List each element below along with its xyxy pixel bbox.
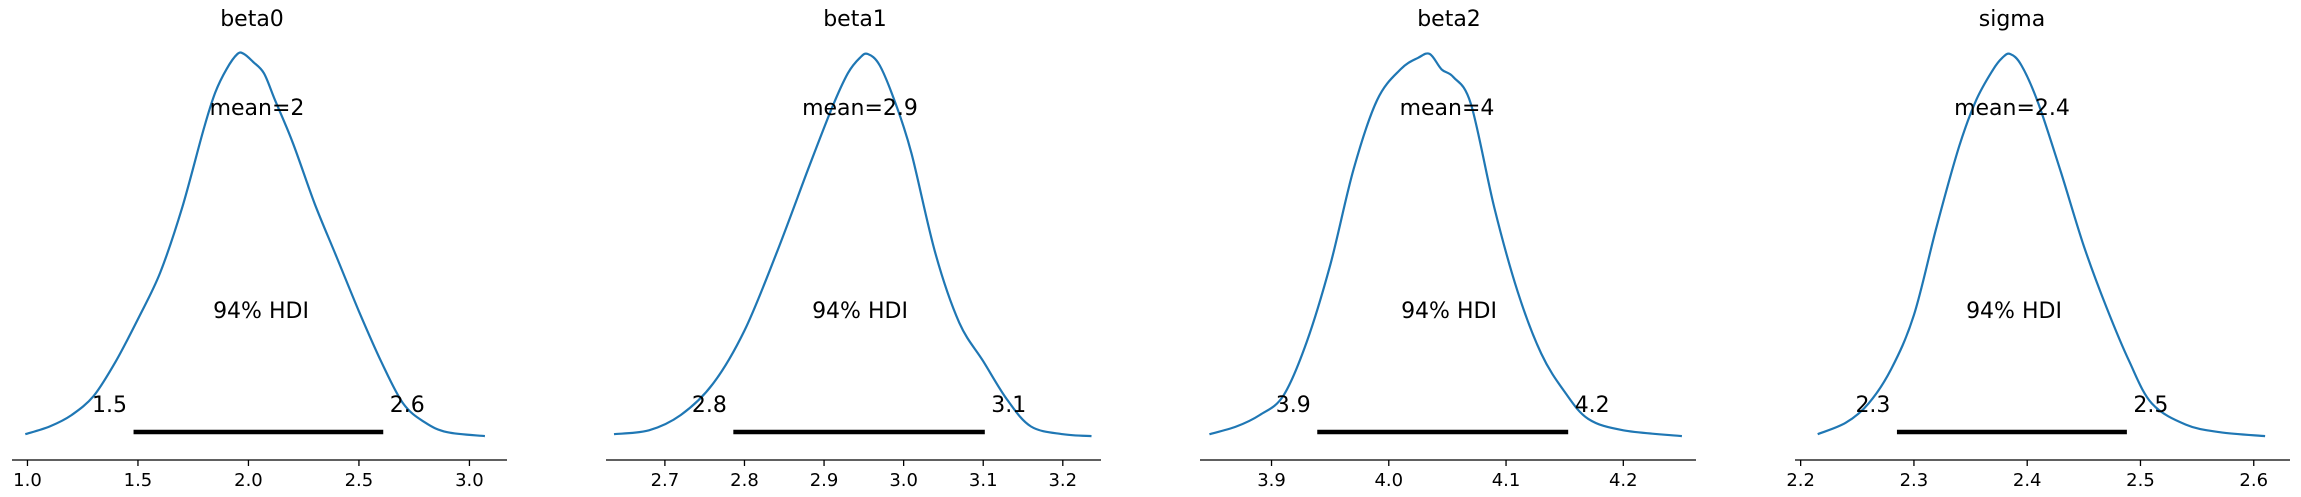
hdi-annotation: 94% HDI <box>812 299 908 324</box>
x-tick-label: 3.0 <box>889 470 918 491</box>
mean-annotation: mean=2.4 <box>1954 96 2070 121</box>
mean-annotation: mean=4 <box>1400 96 1495 121</box>
density-curve <box>1817 52 2266 438</box>
density-curve <box>24 51 486 438</box>
x-tick-label: 2.7 <box>651 470 680 491</box>
x-tick-label: 1.5 <box>124 470 153 491</box>
x-tick-label: 2.4 <box>2013 470 2042 491</box>
x-tick-label: 2.3 <box>1900 470 1929 491</box>
x-ticks: 2.7 2.8 2.9 3.0 3.1 3.2 <box>651 460 1077 491</box>
panel-beta0: beta0 mean=2 94% HDI 1.5 2.6 1.0 1.5 2.0 2.… <box>12 7 507 491</box>
panel-sigma: sigma mean=2.4 94% HDI 2.3 2.5 2.2 2.3 2.4… <box>1786 7 2290 491</box>
x-tick-label: 3.0 <box>455 470 484 491</box>
x-tick-label: 3.9 <box>1257 470 1286 491</box>
panel-title: beta2 <box>1417 7 1481 32</box>
hdi-upper-label: 4.2 <box>1575 393 1610 418</box>
hdi-lower-label: 2.3 <box>1855 393 1890 418</box>
x-tick-label: 2.5 <box>345 470 374 491</box>
panel-title: beta1 <box>823 7 887 32</box>
x-ticks: 1.0 1.5 2.0 2.5 3.0 <box>13 460 484 491</box>
hdi-lower-label: 2.8 <box>692 393 727 418</box>
mean-annotation: mean=2 <box>210 96 305 121</box>
hdi-upper-label: 2.5 <box>2133 393 2168 418</box>
hdi-upper-label: 3.1 <box>991 393 1026 418</box>
hdi-lower-label: 3.9 <box>1276 393 1311 418</box>
x-tick-label: 2.6 <box>2239 470 2268 491</box>
x-tick-label: 3.1 <box>969 470 998 491</box>
x-tick-label: 2.8 <box>730 470 759 491</box>
panel-title: beta0 <box>220 7 284 32</box>
hdi-upper-label: 2.6 <box>390 393 425 418</box>
x-tick-label: 2.2 <box>1786 470 1815 491</box>
x-tick-label: 4.2 <box>1609 470 1638 491</box>
density-curve <box>1209 52 1683 438</box>
x-tick-label: 3.2 <box>1048 470 1077 491</box>
hdi-annotation: 94% HDI <box>213 299 309 324</box>
x-tick-label: 2.5 <box>2126 470 2155 491</box>
x-tick-label: 2.9 <box>810 470 839 491</box>
panel-title: sigma <box>1979 7 2045 32</box>
x-tick-label: 4.1 <box>1492 470 1521 491</box>
hdi-lower-label: 1.5 <box>92 393 127 418</box>
mean-annotation: mean=2.9 <box>802 96 918 121</box>
panel-beta2: beta2 mean=4 94% HDI 3.9 4.2 3.9 4.0 4.1 4.… <box>1200 7 1696 491</box>
panel-beta1: beta1 mean=2.9 94% HDI 2.8 3.1 2.7 2.8 2.9… <box>606 7 1101 491</box>
hdi-annotation: 94% HDI <box>1966 299 2062 324</box>
density-curve <box>613 52 1092 438</box>
x-tick-label: 1.0 <box>13 470 42 491</box>
x-ticks: 2.2 2.3 2.4 2.5 2.6 <box>1786 460 2268 491</box>
x-tick-label: 2.0 <box>234 470 263 491</box>
x-tick-label: 4.0 <box>1374 470 1403 491</box>
hdi-annotation: 94% HDI <box>1401 299 1497 324</box>
x-ticks: 3.9 4.0 4.1 4.2 <box>1257 460 1638 491</box>
